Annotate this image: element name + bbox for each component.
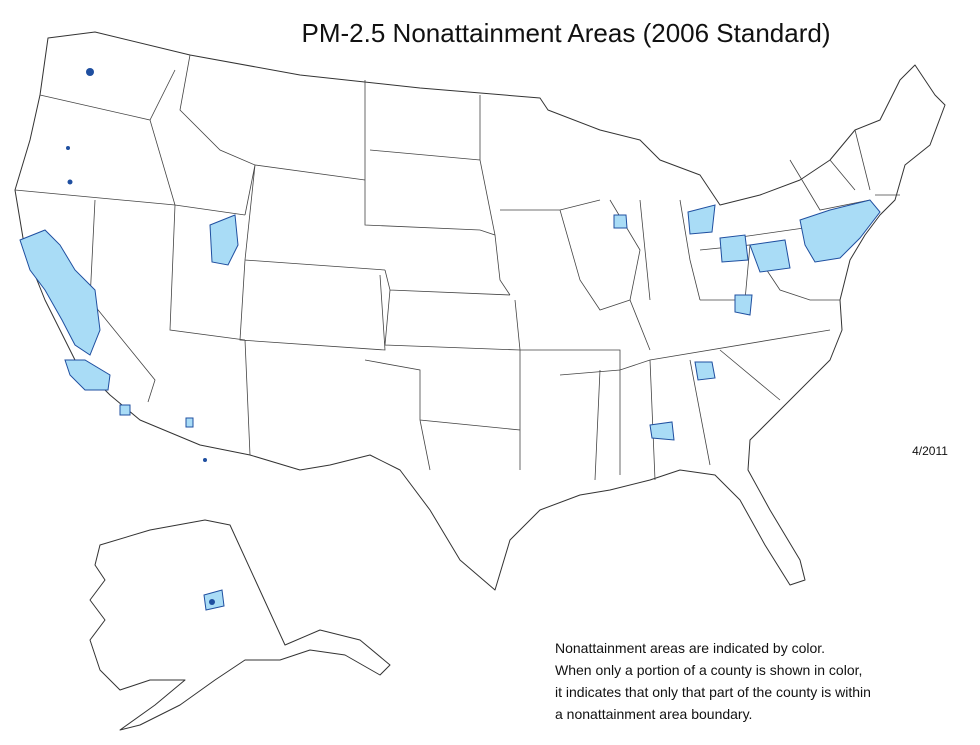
alaska	[89, 519, 391, 731]
us-outline	[14, 31, 946, 591]
note-line: When only a portion of a county is shown…	[555, 662, 862, 678]
nonattainment-areas	[19, 68, 881, 611]
state-borders	[14, 54, 900, 481]
map-title: PM-2.5 Nonattainment Areas (2006 Standar…	[302, 18, 831, 48]
date-label: 4/2011	[912, 444, 948, 458]
note-line: Nonattainment areas are indicated by col…	[555, 640, 825, 656]
note-line: a nonattainment area boundary.	[555, 706, 752, 722]
note-line: it indicates that only that part of the …	[555, 684, 871, 700]
note: Nonattainment areas are indicated by col…	[555, 640, 871, 722]
